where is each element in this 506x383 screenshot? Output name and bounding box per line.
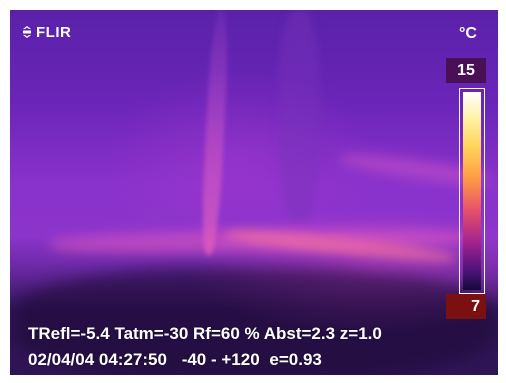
measurement-parameters: TRefl=-5.4 Tatm=-30 Rf=60 % Abst=2.3 z=1… xyxy=(28,324,382,343)
thermal-ground xyxy=(10,268,498,375)
status-line: 02/04/04 04:27:50 -40 - +120 e=0.93 xyxy=(28,350,322,370)
temperature-range: -40 - +120 xyxy=(181,350,260,369)
color-scale-gradient xyxy=(463,92,481,290)
thermal-image xyxy=(10,10,498,375)
emissivity-value: e=0.93 xyxy=(269,350,322,369)
color-scale-bar xyxy=(459,88,485,294)
thermal-streak xyxy=(278,10,320,220)
logo-text: FLIR xyxy=(36,24,72,41)
flir-logo: FLIR xyxy=(22,24,71,41)
temperature-unit: °C xyxy=(459,25,477,42)
thermal-streak xyxy=(199,10,231,255)
scale-max-value: 15 xyxy=(446,58,486,83)
flir-logo-icon xyxy=(23,26,31,38)
capture-datetime: 02/04/04 04:27:50 xyxy=(28,350,167,369)
scale-min-value: 7 xyxy=(446,294,486,319)
